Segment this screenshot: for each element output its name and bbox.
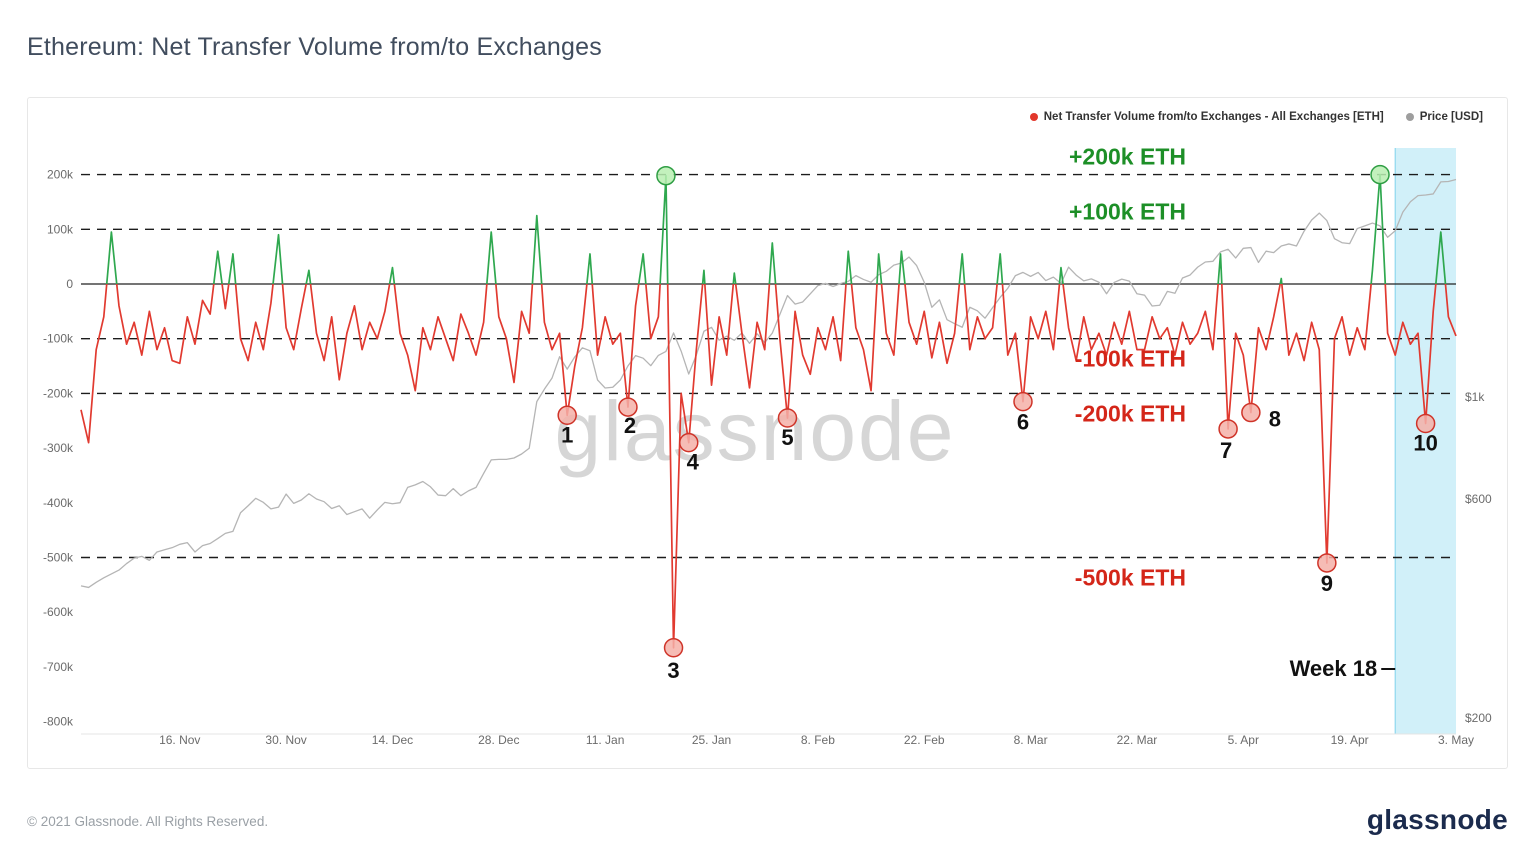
marker-circle-2 (618, 397, 638, 417)
watermark-text: glassnode (555, 384, 956, 478)
net-volume-legend-dot-icon (1029, 113, 1038, 121)
event-markers: 1 2 3 4 5 6 7 8 9 10 (557, 164, 1438, 683)
y-axis-right-labels: $1k $600 $200 (1465, 390, 1492, 725)
svg-text:-400k: -400k (43, 496, 74, 510)
highlight-band (1394, 148, 1456, 734)
legend-net-volume-label: Net Transfer Volume from/to Exchanges - … (1043, 111, 1384, 123)
price-legend-dot-icon (1405, 113, 1414, 121)
svg-text:200k: 200k (47, 168, 74, 182)
marker-number-5: 5 (781, 425, 793, 450)
svg-text:30. Nov: 30. Nov (265, 733, 306, 747)
price-series-line (80, 178, 1457, 589)
net-volume-series-line (80, 173, 1457, 649)
marker-number-8: 8 (1269, 407, 1281, 432)
svg-text:-700k: -700k (43, 660, 74, 674)
marker-circle-green (1370, 164, 1390, 185)
marker-number-9: 9 (1321, 571, 1333, 596)
marker-circle-10 (1415, 413, 1436, 434)
svg-text:+200k ETH: +200k ETH (1069, 144, 1186, 170)
svg-text:+100k ETH: +100k ETH (1069, 198, 1186, 224)
marker-number-4: 4 (687, 450, 700, 475)
reference-lines (81, 173, 1456, 559)
marker-number-10: 10 (1413, 430, 1437, 455)
marker-circle-9 (1317, 553, 1337, 573)
legend-price-label: Price [USD] (1419, 111, 1483, 123)
week18-label: Week 18 (1290, 656, 1378, 681)
reference-line-labels: +200k ETH +100k ETH -100k ETH -200k ETH -500… (1069, 144, 1186, 591)
svg-text:16. Nov: 16. Nov (159, 733, 200, 747)
svg-text:19. Apr: 19. Apr (1331, 733, 1369, 747)
marker-circle-8 (1241, 402, 1261, 423)
svg-text:-200k ETH: -200k ETH (1075, 400, 1186, 426)
svg-text:25. Jan: 25. Jan (692, 733, 731, 747)
svg-text:14. Dec: 14. Dec (372, 733, 413, 747)
svg-text:-600k: -600k (43, 605, 74, 619)
svg-text:11. Jan: 11. Jan (586, 733, 624, 747)
glassnode-logo[interactable]: glassnode (1366, 804, 1508, 835)
legend-item-price[interactable]: Price [USD] (1405, 111, 1483, 123)
marker-circle-4 (678, 432, 699, 453)
marker-circle-7 (1218, 419, 1238, 439)
marker-number-3: 3 (667, 658, 679, 683)
y-axis-left-labels: 200k 100k 0 -100k -200k -300k -400k -500k -600k -… (43, 168, 74, 729)
copyright-text: © 2021 Glassnode. All Rights Reserved. (27, 814, 269, 829)
marker-circle-5 (777, 408, 798, 428)
marker-circle-3 (663, 638, 684, 658)
marker-number-7: 7 (1220, 438, 1232, 463)
svg-text:-100k: -100k (43, 332, 74, 346)
svg-text:22. Mar: 22. Mar (1117, 733, 1158, 747)
chart-legend: Net Transfer Volume from/to Exchanges - … (1029, 111, 1483, 123)
marker-circle-green (656, 165, 676, 186)
svg-text:$200: $200 (1465, 711, 1492, 725)
marker-circle-6 (1013, 391, 1033, 412)
svg-text:-100k ETH: -100k ETH (1075, 346, 1186, 372)
svg-text:-800k: -800k (43, 715, 74, 729)
marker-number-6: 6 (1017, 410, 1029, 435)
svg-text:22. Feb: 22. Feb (904, 733, 945, 747)
svg-text:0: 0 (66, 277, 73, 291)
svg-text:-300k: -300k (43, 441, 74, 455)
svg-text:$600: $600 (1465, 492, 1492, 506)
svg-text:-500k ETH: -500k ETH (1075, 565, 1186, 591)
x-axis-labels: 16. Nov 30. Nov 14. Dec 28. Dec 11. Jan 25. J… (159, 733, 1474, 747)
svg-text:-200k: -200k (43, 386, 74, 400)
svg-text:-500k: -500k (43, 551, 74, 565)
marker-number-1: 1 (561, 422, 573, 447)
marker-circle-1 (557, 405, 577, 426)
svg-text:8. Mar: 8. Mar (1014, 733, 1048, 747)
svg-text:28. Dec: 28. Dec (478, 733, 519, 747)
marker-number-2: 2 (624, 413, 636, 438)
page-title: Ethereum: Net Transfer Volume from/to Ex… (27, 33, 602, 61)
chart-card: glassnode 1 2 3 4 5 6 7 8 9 10 +200k ETH +100k ETH -1… (27, 97, 1508, 769)
svg-text:3. May: 3. May (1438, 733, 1474, 747)
svg-text:100k: 100k (47, 222, 74, 236)
svg-text:8. Feb: 8. Feb (801, 733, 835, 747)
svg-text:$1k: $1k (1465, 390, 1485, 404)
svg-text:5. Apr: 5. Apr (1228, 733, 1259, 747)
legend-item-net-volume[interactable]: Net Transfer Volume from/to Exchanges - … (1029, 111, 1384, 123)
